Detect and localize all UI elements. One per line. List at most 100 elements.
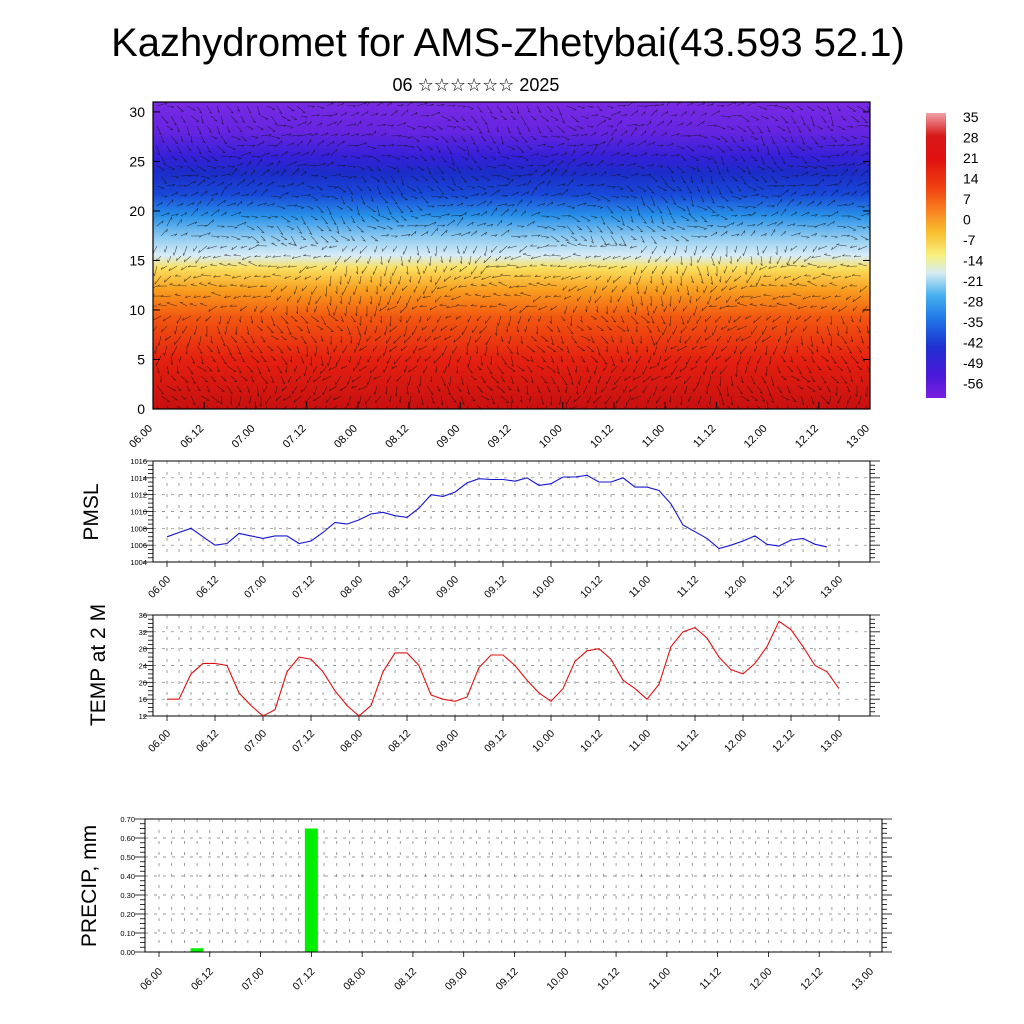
wind-vector	[326, 185, 338, 189]
wind-vector	[424, 335, 432, 342]
wind-vector	[216, 181, 225, 187]
wind-vector	[776, 125, 786, 131]
wind-vector	[516, 345, 519, 355]
wind-vector	[314, 345, 318, 357]
section-x-tick-label: 11.00	[640, 423, 667, 450]
wind-vector	[850, 315, 854, 323]
wind-vector	[566, 225, 575, 235]
wind-vector	[186, 221, 198, 227]
wind-vector	[582, 385, 588, 395]
wind-vector	[770, 195, 781, 198]
wind-vector	[620, 265, 628, 269]
wind-vector	[406, 125, 416, 130]
precip-x-tick-label: 12.00	[747, 966, 774, 993]
wind-vector	[520, 292, 532, 297]
wind-vector	[660, 175, 668, 186]
wind-vector	[427, 315, 432, 322]
wind-vector	[431, 285, 438, 294]
wind-vector	[246, 345, 254, 353]
wind-vector	[806, 385, 816, 392]
wind-vector	[566, 365, 571, 376]
wind-vector	[866, 345, 870, 351]
wind-vector	[803, 245, 808, 253]
wind-vector	[860, 335, 864, 344]
wind-vector	[716, 205, 725, 209]
wind-vector	[328, 275, 332, 287]
wind-vector	[240, 235, 251, 239]
wind-vector	[376, 165, 382, 171]
wind-vector	[829, 315, 832, 325]
wind-vector	[816, 365, 822, 371]
wind-vector	[706, 265, 710, 277]
wind-vector	[710, 135, 721, 140]
wind-vector	[560, 315, 566, 322]
wind-vector	[629, 245, 638, 249]
wind-vector	[422, 295, 432, 299]
wind-vector	[710, 275, 713, 285]
wind-vector	[520, 115, 527, 126]
wind-vector	[670, 154, 680, 157]
wind-vector	[357, 335, 362, 346]
wind-vector	[704, 325, 708, 333]
wind-vector	[760, 375, 767, 384]
wind-vector	[520, 355, 530, 362]
wind-vector	[684, 385, 688, 395]
colorbar-label: 35	[963, 109, 979, 125]
wind-vector	[496, 345, 499, 356]
wind-vector	[420, 175, 429, 181]
wind-vector	[403, 245, 408, 255]
wind-vector	[296, 121, 307, 127]
wind-vector	[240, 135, 247, 142]
wind-vector	[266, 203, 275, 207]
wind-vector	[193, 295, 202, 298]
wind-vector	[711, 345, 718, 356]
wind-vector	[728, 315, 732, 324]
wind-vector	[380, 234, 390, 237]
wind-vector	[207, 245, 218, 250]
wind-vector	[561, 275, 572, 280]
wind-vector	[206, 125, 212, 133]
temp-y-label: TEMP at 2 M	[87, 604, 110, 726]
wind-vector	[470, 135, 476, 146]
wind-vector	[436, 145, 441, 153]
wind-vector	[546, 179, 551, 187]
wind-vector	[846, 225, 857, 231]
wind-vector	[696, 375, 702, 387]
wind-vector	[536, 165, 547, 168]
wind-vector	[780, 115, 788, 124]
wind-vector	[776, 365, 781, 374]
wind-vector	[286, 325, 292, 335]
wind-vector	[286, 125, 294, 129]
wind-vector	[246, 225, 255, 230]
section-x-tick-label: 10.00	[537, 423, 565, 451]
wind-vector	[566, 105, 577, 111]
wind-vector	[830, 115, 834, 127]
wind-vector	[830, 135, 838, 143]
wind-vector	[443, 365, 448, 374]
wind-vector	[616, 205, 626, 211]
wind-vector	[580, 173, 587, 177]
wind-vector	[496, 405, 500, 409]
wind-vector	[500, 195, 508, 198]
wind-vector	[161, 325, 168, 333]
wind-vector	[690, 134, 702, 137]
wind-vector	[696, 335, 702, 344]
wind-vector	[366, 165, 374, 171]
wind-vector	[604, 395, 612, 405]
wind-vector	[786, 385, 791, 394]
wind-vector	[426, 221, 437, 227]
wind-vector	[340, 155, 348, 158]
wind-vector	[410, 175, 419, 181]
wind-vector	[768, 283, 778, 287]
wind-vector	[590, 131, 597, 137]
wind-vector	[386, 144, 395, 147]
wind-vector	[550, 168, 557, 177]
wind-vector	[566, 325, 574, 335]
wind-vector	[460, 212, 467, 217]
wind-vector	[526, 365, 533, 373]
wind-vector	[790, 135, 794, 143]
wind-vector	[857, 245, 868, 251]
wind-vector	[260, 335, 266, 343]
wind-vector	[157, 303, 168, 307]
wind-vector	[749, 284, 758, 287]
